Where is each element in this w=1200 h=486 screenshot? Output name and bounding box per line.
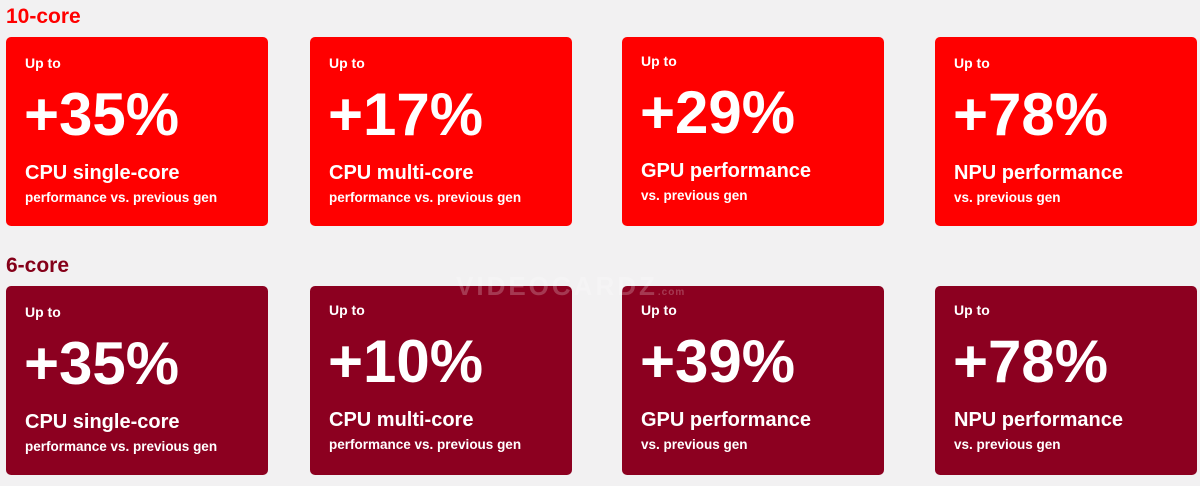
stat-title: NPU performance	[954, 409, 1123, 431]
stat-title: NPU performance	[954, 162, 1123, 184]
stat-subtitle: performance vs. previous gen	[329, 437, 522, 452]
stat-value: +17%	[328, 81, 484, 148]
upto-label: Up to	[25, 55, 61, 71]
stat-card-gpu-10: Up to +29% GPU performance vs. previous …	[622, 37, 884, 226]
upto-label: Up to	[641, 302, 677, 318]
stat-card-npu-10: Up to +78% NPU performance vs. previous …	[935, 37, 1197, 226]
stat-value: +29%	[640, 79, 796, 146]
stat-subtitle: performance vs. previous gen	[329, 190, 522, 205]
stat-value: +35%	[24, 330, 180, 397]
stat-subtitle: vs. previous gen	[954, 190, 1061, 205]
upto-label: Up to	[641, 53, 677, 69]
stat-subtitle: vs. previous gen	[641, 188, 748, 203]
stat-title: GPU performance	[641, 160, 812, 182]
stat-value: +10%	[328, 328, 484, 395]
stat-value: +39%	[640, 328, 796, 395]
stat-value: +35%	[24, 81, 180, 148]
stat-subtitle: performance vs. previous gen	[25, 439, 218, 454]
upto-label: Up to	[954, 55, 990, 71]
stat-subtitle: vs. previous gen	[641, 437, 748, 452]
stat-subtitle: vs. previous gen	[954, 437, 1061, 452]
stat-card-cpu-single-core-10: Up to +35% CPU single-core performance v…	[6, 37, 268, 226]
stat-title: GPU performance	[641, 409, 812, 431]
section-label-10-core: 10-core	[6, 5, 81, 28]
upto-label: Up to	[954, 302, 990, 318]
upto-label: Up to	[25, 304, 61, 320]
stat-title: CPU multi-core	[329, 409, 474, 431]
stat-card-npu-6: Up to +78% NPU performance vs. previous …	[935, 286, 1197, 475]
stat-card-cpu-multi-core-6: Up to +10% CPU multi-core performance vs…	[310, 286, 572, 475]
stat-subtitle: performance vs. previous gen	[25, 190, 218, 205]
stat-card-cpu-single-core-6: Up to +35% CPU single-core performance v…	[6, 286, 268, 475]
stat-card-cpu-multi-core-10: Up to +17% CPU multi-core performance vs…	[310, 37, 572, 226]
stat-title: CPU single-core	[25, 162, 180, 184]
stat-title: CPU single-core	[25, 411, 180, 433]
stat-value: +78%	[953, 81, 1109, 148]
section-label-6-core: 6-core	[6, 254, 70, 277]
stat-value: +78%	[953, 328, 1109, 395]
stat-card-gpu-6: Up to +39% GPU performance vs. previous …	[622, 286, 884, 475]
upto-label: Up to	[329, 55, 365, 71]
upto-label: Up to	[329, 302, 365, 318]
stat-title: CPU multi-core	[329, 162, 474, 184]
